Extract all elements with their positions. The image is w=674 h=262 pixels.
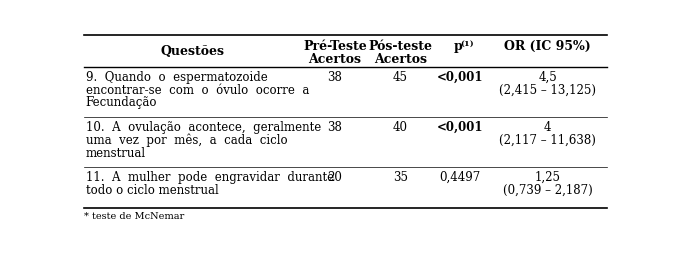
Text: Pré-Teste: Pré-Teste: [303, 40, 367, 53]
Text: Questões: Questões: [160, 45, 224, 58]
Text: Acertos: Acertos: [374, 53, 427, 66]
Text: uma  vez  por  mês,  a  cada  ciclo: uma vez por mês, a cada ciclo: [86, 134, 287, 147]
Text: 40: 40: [393, 121, 408, 134]
Text: (2,117 – 11,638): (2,117 – 11,638): [499, 134, 596, 147]
Text: 35: 35: [393, 171, 408, 184]
Text: Pós-teste: Pós-teste: [368, 40, 432, 53]
Text: 45: 45: [393, 71, 408, 84]
Text: 38: 38: [328, 71, 342, 84]
Text: 4: 4: [544, 121, 551, 134]
Text: Acertos: Acertos: [309, 53, 361, 66]
Text: menstrual: menstrual: [86, 147, 146, 160]
Text: (2,415 – 13,125): (2,415 – 13,125): [499, 84, 596, 96]
Text: (1): (1): [460, 40, 473, 48]
Text: <0,001: <0,001: [437, 71, 483, 84]
Text: 0,4497: 0,4497: [439, 171, 481, 184]
Text: 9.  Quando  o  espermatozoide: 9. Quando o espermatozoide: [86, 71, 268, 84]
Text: (0,739 – 2,187): (0,739 – 2,187): [503, 184, 592, 197]
Text: 38: 38: [328, 121, 342, 134]
Text: 20: 20: [328, 171, 342, 184]
Text: p: p: [454, 40, 462, 53]
Text: todo o ciclo menstrual: todo o ciclo menstrual: [86, 184, 218, 197]
Text: encontrar-se  com  o  óvulo  ocorre  a: encontrar-se com o óvulo ocorre a: [86, 84, 309, 96]
Text: 1,25: 1,25: [535, 171, 561, 184]
Text: <0,001: <0,001: [437, 121, 483, 134]
Text: Fecundação: Fecundação: [86, 96, 157, 110]
Text: 10.  A  ovulação  acontece,  geralmente: 10. A ovulação acontece, geralmente: [86, 121, 321, 134]
Text: OR (IC 95%): OR (IC 95%): [504, 40, 591, 53]
Text: 11.  A  mulher  pode  engravidar  durante: 11. A mulher pode engravidar durante: [86, 171, 334, 184]
Text: * teste de McNemar: * teste de McNemar: [84, 212, 185, 221]
Text: 4,5: 4,5: [539, 71, 557, 84]
